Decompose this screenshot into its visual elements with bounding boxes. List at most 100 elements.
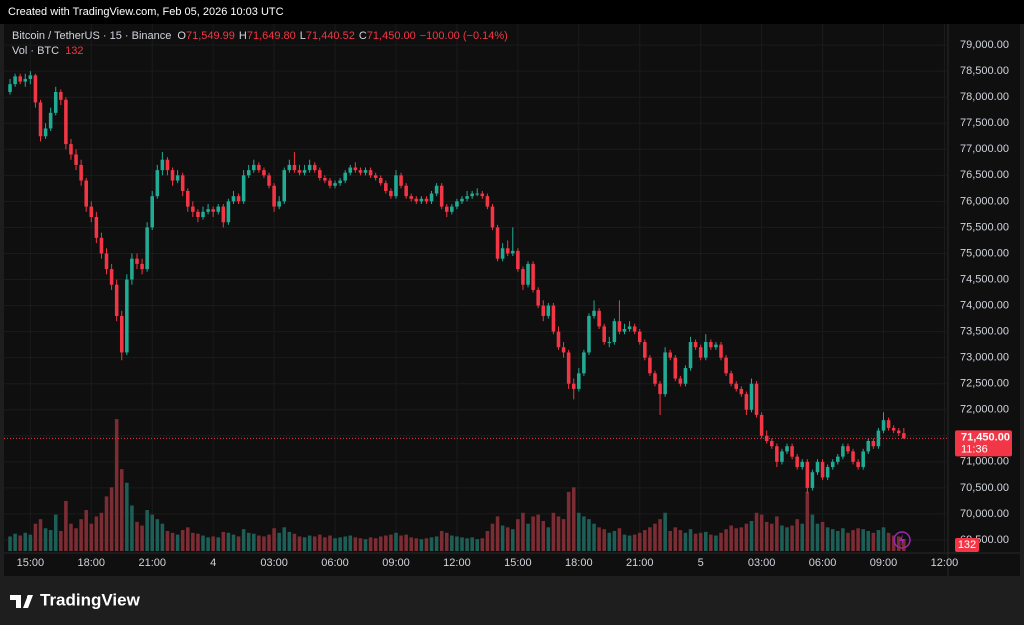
volume-bar bbox=[531, 516, 535, 551]
volume-bar bbox=[333, 538, 337, 551]
candle-body bbox=[673, 357, 678, 379]
volume-bar bbox=[500, 525, 505, 551]
volume-bar bbox=[881, 527, 886, 551]
volume-bar bbox=[48, 530, 53, 551]
candle-body bbox=[409, 196, 413, 199]
volume-bar bbox=[719, 532, 723, 551]
volume-bar bbox=[886, 532, 891, 551]
symbol: Bitcoin / TetherUS · 15 · Binance bbox=[12, 30, 171, 42]
candle-body bbox=[399, 175, 403, 186]
alert-icon[interactable] bbox=[893, 531, 911, 549]
volume-bar bbox=[703, 531, 708, 551]
candle-body bbox=[69, 144, 73, 155]
volume-bar bbox=[404, 534, 408, 551]
y-tick-label: 77,500.00 bbox=[960, 117, 1009, 129]
volume-bar bbox=[465, 538, 469, 551]
alert-icon-bolt[interactable] bbox=[899, 534, 905, 546]
volume-bar bbox=[338, 537, 342, 551]
candle-body bbox=[592, 310, 596, 316]
candle-body bbox=[495, 227, 500, 259]
y-tick-label: 73,500.00 bbox=[960, 326, 1009, 338]
y-tick-label: 73,000.00 bbox=[960, 352, 1009, 364]
candle-body bbox=[653, 373, 657, 384]
volume-bar bbox=[160, 523, 165, 551]
y-tick-label: 71,000.00 bbox=[960, 456, 1009, 468]
x-tick-label: 03:00 bbox=[260, 557, 288, 569]
candle-body bbox=[323, 177, 327, 181]
candle-body bbox=[23, 78, 28, 82]
candle-body bbox=[444, 206, 449, 212]
footer: TradingView bbox=[10, 590, 141, 609]
candle-body bbox=[196, 211, 200, 218]
y-tick-label: 70,000.00 bbox=[960, 508, 1009, 520]
candle-body bbox=[74, 154, 78, 165]
candle-body bbox=[541, 305, 546, 316]
volume-bar bbox=[165, 530, 170, 551]
volume-bar bbox=[673, 527, 678, 551]
volume-bar bbox=[714, 535, 718, 551]
volume-bar bbox=[841, 528, 845, 551]
volume-bar bbox=[541, 520, 546, 551]
volume-bar bbox=[191, 532, 195, 551]
candle-body bbox=[333, 183, 337, 186]
volume-bar bbox=[155, 519, 160, 551]
volume-bar bbox=[409, 537, 413, 551]
x-tick-label: 18:00 bbox=[565, 557, 593, 569]
volume-bar bbox=[74, 528, 78, 551]
candle-body bbox=[500, 248, 505, 259]
volume-bar bbox=[648, 527, 652, 551]
volume-bar bbox=[378, 536, 383, 551]
volume-bar bbox=[866, 530, 871, 551]
volume-bar bbox=[358, 538, 363, 551]
volume-bar bbox=[38, 519, 43, 551]
volume-bar bbox=[754, 512, 759, 551]
candle-body bbox=[201, 211, 205, 218]
y-tick-label: 78,500.00 bbox=[960, 65, 1009, 77]
volume-bar bbox=[891, 535, 896, 551]
volume-bar bbox=[196, 533, 200, 551]
volume-bar bbox=[201, 535, 205, 551]
candle-body bbox=[546, 305, 551, 316]
volume-bar bbox=[94, 516, 99, 551]
candle-body bbox=[759, 414, 764, 436]
volume-bar bbox=[825, 527, 830, 551]
x-tick-label: 09:00 bbox=[382, 557, 410, 569]
brand-logo-dot bbox=[27, 595, 31, 599]
candle-body bbox=[617, 321, 622, 332]
candle-body bbox=[795, 456, 799, 468]
watermark: Created with TradingView.com, Feb 05, 20… bbox=[8, 6, 284, 18]
candle-body bbox=[516, 250, 520, 270]
volume-bar bbox=[180, 530, 185, 551]
candle-body bbox=[343, 172, 347, 181]
volume-bar bbox=[272, 528, 276, 551]
volume-bar bbox=[627, 535, 632, 551]
volume-bar bbox=[450, 535, 454, 551]
candle-body bbox=[698, 347, 703, 358]
volume-bar bbox=[130, 505, 134, 551]
volume-bar bbox=[394, 532, 398, 551]
candle-body bbox=[800, 461, 805, 468]
y-tick-label: 72,000.00 bbox=[960, 404, 1009, 416]
candle-body bbox=[820, 461, 825, 478]
volume-bar bbox=[592, 523, 596, 551]
candle-body bbox=[150, 196, 155, 228]
volume-bar bbox=[348, 535, 353, 551]
volume-bar bbox=[663, 512, 667, 551]
volume-bar bbox=[597, 527, 601, 551]
brand-name: TradingView bbox=[40, 590, 141, 609]
candle-body bbox=[455, 201, 459, 207]
volume-bar bbox=[414, 538, 419, 551]
candle-body bbox=[277, 201, 281, 207]
candle-body bbox=[13, 76, 17, 85]
volume-bar bbox=[739, 527, 744, 551]
candle-body bbox=[719, 344, 723, 358]
change: −100.00 (−0.14%) bbox=[420, 30, 508, 42]
volume-pane bbox=[8, 419, 906, 551]
volume-bar bbox=[140, 525, 144, 551]
y-tick-label: 79,000.00 bbox=[960, 39, 1009, 51]
volume-bar bbox=[13, 533, 17, 551]
volume-bar bbox=[287, 531, 292, 551]
candle-body bbox=[780, 451, 784, 462]
volume-badge-label: 132 bbox=[958, 539, 976, 551]
volume-bar bbox=[33, 523, 38, 551]
